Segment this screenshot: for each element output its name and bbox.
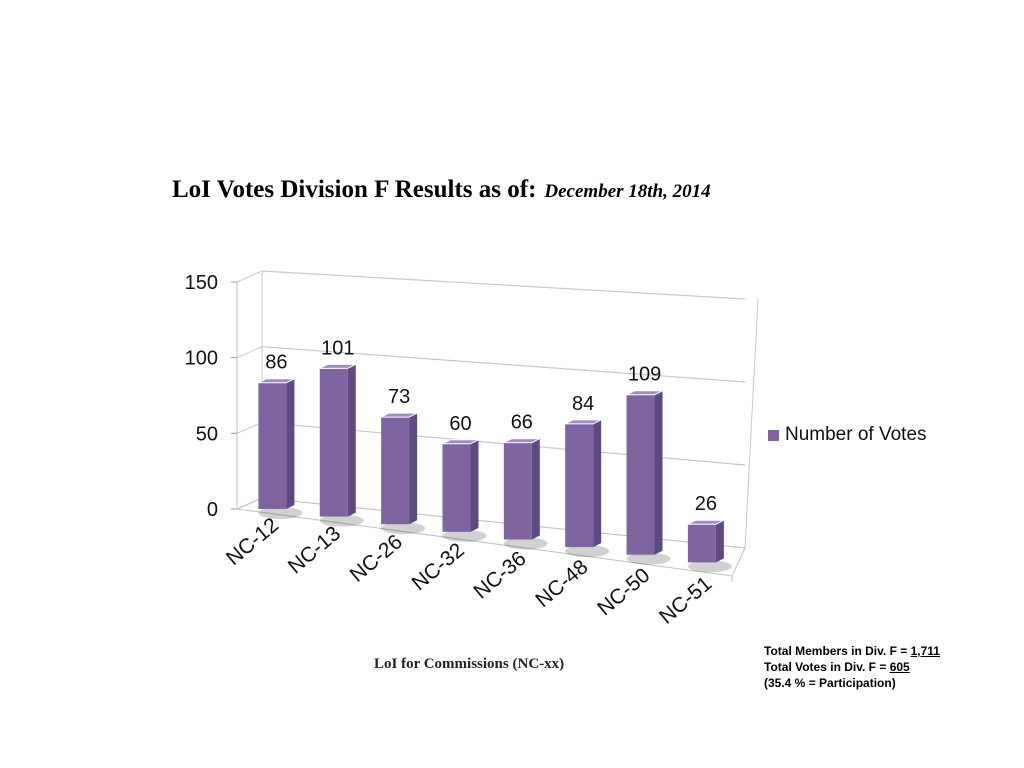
bar-side: [409, 413, 418, 525]
x-tick-label: NC-48: [531, 555, 592, 612]
data-label: 73: [388, 386, 410, 408]
bar: [687, 524, 716, 563]
bar-top: [380, 412, 418, 418]
legend-label: Number of Votes: [785, 424, 927, 445]
chart-title-date: December 18th, 2014: [544, 181, 711, 202]
bar-top: [564, 419, 602, 425]
x-tick-label: NC-13: [284, 522, 345, 579]
bar-side: [531, 438, 540, 540]
gridline: [261, 346, 746, 383]
x-tick-label: NC-26: [346, 530, 407, 587]
legend: Number of Votes: [768, 424, 927, 446]
participation-line: (35.4 % = Participation): [764, 676, 896, 690]
data-label: 101: [321, 337, 354, 359]
bar: [319, 368, 348, 517]
y-tick-label: 150: [185, 272, 218, 294]
total-votes-label: Total Votes in Div. F =: [764, 660, 890, 674]
bar-side: [593, 419, 602, 548]
total-members-line: Total Members in Div. F = 1,711: [764, 643, 940, 659]
back-wall-right-edge: [744, 298, 759, 549]
bar-side: [347, 364, 356, 517]
bar-top: [503, 438, 541, 444]
data-label: 66: [511, 412, 533, 434]
data-label: 60: [449, 413, 471, 435]
bar-shadow: [442, 529, 487, 542]
bar-side: [470, 439, 479, 532]
gridline-side: [236, 346, 263, 359]
bar-top: [687, 519, 725, 525]
total-votes-value: 605: [889, 660, 910, 674]
total-members-label: Total Members in Div. F =: [764, 644, 911, 658]
x-tick-label: NC-32: [408, 539, 469, 596]
bar-shadow: [565, 545, 610, 558]
bar-top: [258, 378, 295, 384]
gridline-side: [236, 270, 263, 283]
bar-shadow: [687, 560, 732, 573]
bar-top: [626, 390, 663, 396]
bar-side: [715, 520, 724, 563]
bar-shadow: [626, 552, 671, 565]
bar-side: [286, 378, 295, 509]
x-tick-label: NC-50: [593, 564, 654, 621]
data-label: 86: [265, 352, 287, 374]
bar: [626, 394, 655, 555]
x-tick-label: NC-36: [469, 547, 530, 604]
chart-title: LoI Votes Division F Results as of: Decem…: [172, 176, 711, 204]
data-label: 84: [572, 393, 594, 415]
y-tick-label: 100: [185, 348, 218, 370]
x-axis-title: LoI for Commissions (NC-xx): [374, 656, 565, 672]
x-tick-label: NC-51: [655, 572, 716, 629]
bar-top: [442, 439, 479, 445]
bar-top: [319, 363, 356, 369]
bar: [503, 442, 532, 540]
bar: [258, 382, 287, 509]
x-tick-label: NC-12: [222, 513, 283, 570]
bar: [565, 423, 594, 548]
bar: [442, 443, 471, 532]
bar: [381, 417, 410, 525]
bar-shadow: [319, 514, 364, 527]
y-tick-label: 0: [207, 499, 218, 521]
bar-shadow: [258, 506, 303, 519]
data-label: 26: [695, 493, 717, 515]
total-votes-line: Total Votes in Div. F = 605: [764, 659, 940, 675]
chart-title-main: LoI Votes Division F Results as of:: [172, 176, 537, 203]
bar-shadow: [381, 522, 426, 535]
gridline-side: [236, 421, 263, 434]
bar-shadow: [503, 537, 548, 550]
bar-side: [654, 390, 663, 555]
y-tick-label: 50: [196, 423, 218, 445]
gridline: [261, 270, 746, 300]
summary-notes: Total Members in Div. F = 1,711 Total Vo…: [764, 643, 940, 691]
data-label: 109: [628, 364, 661, 386]
total-members-value: 1,711: [910, 644, 940, 658]
legend-swatch: [768, 429, 779, 441]
chart-floor: [235, 497, 746, 577]
